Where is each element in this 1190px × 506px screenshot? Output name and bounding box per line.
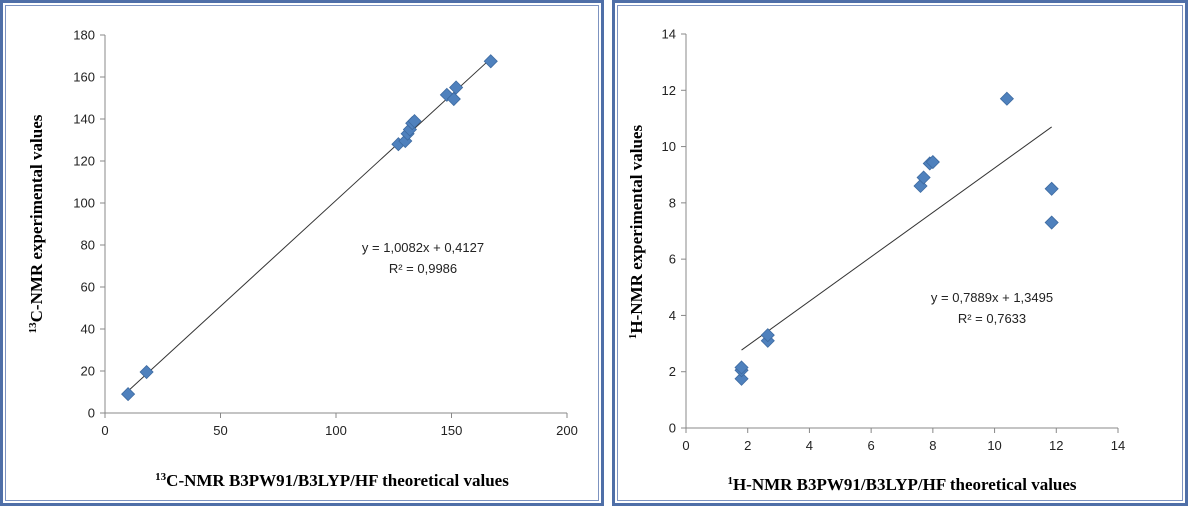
data-point [925,154,940,170]
r-squared-label: R² = 0,9986 [389,261,457,276]
data-point [1044,181,1059,196]
y-axis-title: 13C-NMR experimental values [27,114,46,333]
x-tick-label: 2 [744,438,751,453]
chart-frame [612,0,1188,506]
x-tick-label: 200 [556,423,578,438]
data-point [1044,215,1059,230]
c13-nmr-correlation-chart: 0 50 100 150 200 0 20 40 60 80 100 120 140 160 180 y = … [0,0,604,506]
chart-panel-c13: 0 50 100 150 200 0 20 40 60 80 100 120 140 160 180 y = … [0,0,604,506]
y-tick-label: 8 [669,195,676,210]
data-point [139,364,154,380]
y-tick-label: 80 [81,238,95,253]
x-tick-label: 6 [868,438,875,453]
data-point [999,91,1014,106]
h1-nmr-correlation-chart: 0 2 4 6 8 10 12 14 0 2 4 6 8 10 12 14 y = 0,7889x + 1,34… [612,0,1188,506]
x-tick-label: 50 [213,423,227,438]
x-tick-label: 14 [1111,438,1125,453]
y-tick-label: 160 [73,70,95,85]
x-axis-title-superscript: 13 [155,471,167,483]
trendline [127,58,492,392]
y-tick-label: 4 [669,308,676,323]
data-point [734,360,749,375]
y-tick-label: 180 [73,28,95,43]
x-tick-label: 10 [987,438,1001,453]
y-axis-title-text: C-NMR experimental values [27,114,46,322]
y-axis-title-superscript: 13 [27,322,39,334]
chart-panel-h1: 0 2 4 6 8 10 12 14 0 2 4 6 8 10 12 14 y = 0,7889x + 1,34… [612,0,1190,506]
x-tick-label: 0 [101,423,108,438]
y-tick-label: 0 [669,421,676,436]
x-tick-label: 100 [325,423,347,438]
trendline-equation: y = 0,7889x + 1,3495 [931,290,1053,305]
trendline-equation: y = 1,0082x + 0,4127 [362,240,484,255]
x-tick-label: 4 [806,438,813,453]
data-point [449,80,464,95]
data-point [121,387,136,402]
y-tick-label: 120 [73,154,95,169]
x-tick-label: 0 [682,438,689,453]
y-tick-label: 10 [662,139,676,154]
x-axis-title: 1H-NMR B3PW91/B3LYP/HF theoretical value… [727,475,1076,494]
y-axis-title-superscript: 1 [627,334,639,340]
y-axis-title: 1H-NMR experimental values [627,125,646,340]
x-axis-title: 13C-NMR B3PW91/B3LYP/HF theoretical valu… [155,471,509,490]
data-point [483,54,498,69]
data-point [734,371,749,386]
x-axis-title-superscript: 1 [727,475,733,487]
chart-inner-frame [5,5,599,501]
chart-inner-frame [617,5,1183,501]
y-tick-label: 12 [662,83,676,98]
y-tick-label: 0 [88,406,95,421]
x-axis-title-text: C-NMR B3PW91/B3LYP/HF theoretical values [166,471,509,490]
y-tick-label: 20 [81,364,95,379]
y-tick-label: 100 [73,196,95,211]
x-tick-label: 150 [441,423,463,438]
x-axis-title-text: H-NMR B3PW91/B3LYP/HF theoretical values [733,475,1077,494]
data-point [407,114,422,129]
trendline [741,126,1052,351]
x-tick-label: 12 [1049,438,1063,453]
y-tick-label: 6 [669,252,676,267]
y-axis-title-text: H-NMR experimental values [627,125,646,334]
data-point [446,91,461,107]
y-tick-label: 40 [81,322,95,337]
y-tick-label: 14 [662,27,676,42]
y-tick-label: 140 [73,112,95,127]
r-squared-label: R² = 0,7633 [958,311,1026,326]
y-tick-label: 60 [81,280,95,295]
data-point [760,328,775,343]
data-point [916,170,931,185]
x-tick-label: 8 [929,438,936,453]
chart-frame [0,0,604,506]
y-tick-label: 2 [669,364,676,379]
